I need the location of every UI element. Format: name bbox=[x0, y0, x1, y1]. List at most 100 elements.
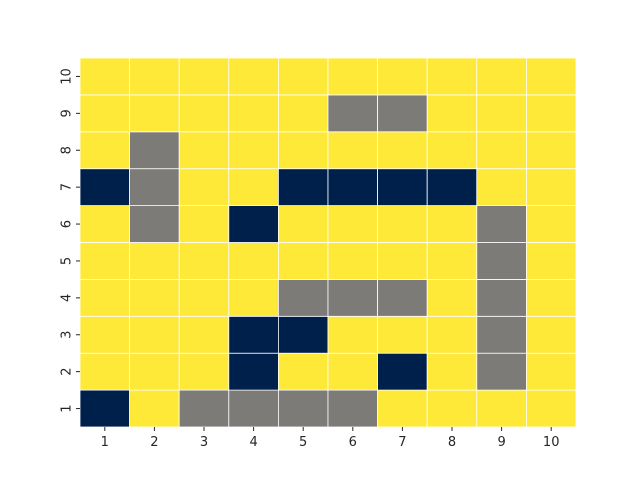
heatmap-cell-r7-c1 bbox=[79, 168, 130, 206]
heatmap-cell-r1-c1 bbox=[79, 389, 130, 428]
heatmap-cell-r3-c6 bbox=[327, 315, 378, 354]
heatmap-cell-r2-c10 bbox=[526, 352, 577, 391]
y-tick-label-5: 5 bbox=[60, 257, 75, 265]
heatmap-cell-r9-c9 bbox=[476, 94, 527, 133]
heatmap-cell-r4-c8 bbox=[426, 278, 478, 317]
heatmap-cell-r6-c9 bbox=[476, 205, 527, 243]
heatmap-cell-r10-c6 bbox=[327, 57, 378, 96]
y-tick-label-6: 6 bbox=[60, 220, 75, 228]
heatmap-cell-r1-c10 bbox=[526, 389, 577, 428]
heatmap-cell-r10-c8 bbox=[426, 57, 478, 96]
heatmap-cell-r7-c5 bbox=[277, 168, 329, 206]
heatmap-cell-r9-c2 bbox=[129, 94, 180, 133]
heatmap-cell-r5-c4 bbox=[228, 242, 279, 280]
heatmap-cell-r8-c4 bbox=[228, 131, 279, 170]
heatmap-cell-r1-c5 bbox=[277, 389, 329, 428]
heatmap-cell-r1-c6 bbox=[327, 389, 378, 428]
heatmap-cell-r2-c8 bbox=[426, 352, 478, 391]
heatmap-cell-r9-c8 bbox=[426, 94, 478, 133]
heatmap-cell-r5-c7 bbox=[377, 242, 428, 280]
x-tick-label-4: 4 bbox=[249, 435, 257, 450]
heatmap-cell-r2-c1 bbox=[79, 352, 130, 391]
heatmap-cell-r4-c7 bbox=[377, 278, 428, 317]
heatmap-cell-r1-c7 bbox=[377, 389, 428, 428]
y-tick-label-3: 3 bbox=[60, 331, 75, 339]
heatmap-cell-r8-c7 bbox=[377, 131, 428, 170]
y-tick-label-9: 9 bbox=[60, 109, 75, 117]
heatmap-cell-r4-c4 bbox=[228, 278, 279, 317]
heatmap-cell-r9-c10 bbox=[526, 94, 577, 133]
x-axis: 1 2 3 4 5 6 7 8 9 10 bbox=[101, 427, 559, 450]
heatmap-cell-r2-c3 bbox=[178, 352, 230, 391]
heatmap-cell-r5-c2 bbox=[129, 242, 180, 280]
heatmap-cell-r4-c10 bbox=[526, 278, 577, 317]
heatmap-cell-r9-c6 bbox=[327, 94, 378, 133]
heatmap-cell-r7-c8 bbox=[426, 168, 478, 206]
heatmap-cell-r10-c1 bbox=[79, 57, 130, 96]
x-tick-label-5: 5 bbox=[299, 435, 307, 450]
heatmap-cell-r3-c10 bbox=[526, 315, 577, 354]
heatmap-cell-r8-c8 bbox=[426, 131, 478, 170]
heatmap-cell-r3-c9 bbox=[476, 315, 527, 354]
x-tick-label-1: 1 bbox=[101, 435, 109, 450]
heatmap-cell-r1-c9 bbox=[476, 389, 527, 428]
heatmap-cell-r6-c6 bbox=[327, 205, 378, 243]
heatmap-cell-r4-c3 bbox=[178, 278, 230, 317]
heatmap-cell-r7-c6 bbox=[327, 168, 378, 206]
heatmap-cell-r3-c8 bbox=[426, 315, 478, 354]
heatmap-cell-r10-c2 bbox=[129, 57, 180, 96]
heatmap-cell-r10-c5 bbox=[277, 57, 329, 96]
heatmap-cell-r10-c4 bbox=[228, 57, 279, 96]
heatmap-cell-r8-c3 bbox=[178, 131, 230, 170]
heatmap-cell-r3-c1 bbox=[79, 315, 130, 354]
heatmap-cell-r10-c10 bbox=[526, 57, 577, 96]
heatmap-cell-r9-c1 bbox=[79, 94, 130, 133]
heatmap-cell-r5-c1 bbox=[79, 242, 130, 280]
heatmap-cell-r8-c5 bbox=[277, 131, 329, 170]
heatmap-cell-r9-c5 bbox=[277, 94, 329, 133]
x-tick-label-8: 8 bbox=[448, 435, 456, 450]
heatmap-cell-r9-c7 bbox=[377, 94, 428, 133]
y-tick-label-7: 7 bbox=[60, 183, 75, 191]
heatmap-cell-r1-c8 bbox=[426, 389, 478, 428]
heatmap-cell-r2-c5 bbox=[277, 352, 329, 391]
heatmap-cell-r2-c7 bbox=[377, 352, 428, 391]
heatmap-cell-r8-c9 bbox=[476, 131, 527, 170]
heatmap-cells bbox=[79, 57, 577, 428]
heatmap-cell-r6-c2 bbox=[129, 205, 180, 243]
heatmap-cell-r10-c9 bbox=[476, 57, 527, 96]
heatmap-cell-r3-c5 bbox=[277, 315, 329, 354]
heatmap-cell-r3-c3 bbox=[178, 315, 230, 354]
heatmap-cell-r6-c3 bbox=[178, 205, 230, 243]
heatmap-cell-r4-c2 bbox=[129, 278, 180, 317]
heatmap-cell-r5-c5 bbox=[277, 242, 329, 280]
heatmap-cell-r7-c2 bbox=[129, 168, 180, 206]
y-tick-label-2: 2 bbox=[60, 368, 75, 376]
heatmap-cell-r6-c5 bbox=[277, 205, 329, 243]
heatmap-cell-r10-c7 bbox=[377, 57, 428, 96]
heatmap-cell-r4-c1 bbox=[79, 278, 130, 317]
heatmap-cell-r8-c1 bbox=[79, 131, 130, 170]
heatmap-cell-r10-c3 bbox=[178, 57, 230, 96]
heatmap-cell-r4-c5 bbox=[277, 278, 329, 317]
heatmap-cell-r6-c4 bbox=[228, 205, 279, 243]
heatmap-cell-r7-c9 bbox=[476, 168, 527, 206]
heatmap-cell-r1-c3 bbox=[178, 389, 230, 428]
heatmap-cell-r7-c10 bbox=[526, 168, 577, 206]
x-tick-label-9: 9 bbox=[497, 435, 505, 450]
heatmap-cell-r1-c4 bbox=[228, 389, 279, 428]
y-tick-label-8: 8 bbox=[60, 146, 75, 154]
heatmap-cell-r4-c6 bbox=[327, 278, 378, 317]
heatmap-cell-r7-c4 bbox=[228, 168, 279, 206]
heatmap-cell-r1-c2 bbox=[129, 389, 180, 428]
heatmap-cell-r5-c10 bbox=[526, 242, 577, 280]
heatmap-cell-r9-c4 bbox=[228, 94, 279, 133]
heatmap-cell-r9-c3 bbox=[178, 94, 230, 133]
heatmap-cell-r5-c3 bbox=[178, 242, 230, 280]
heatmap-cell-r6-c8 bbox=[426, 205, 478, 243]
y-tick-label-10: 10 bbox=[60, 68, 75, 85]
y-axis: 1 2 3 4 5 6 7 8 9 10 bbox=[60, 68, 80, 413]
x-tick-label-6: 6 bbox=[349, 435, 357, 450]
heatmap-cell-r4-c9 bbox=[476, 278, 527, 317]
